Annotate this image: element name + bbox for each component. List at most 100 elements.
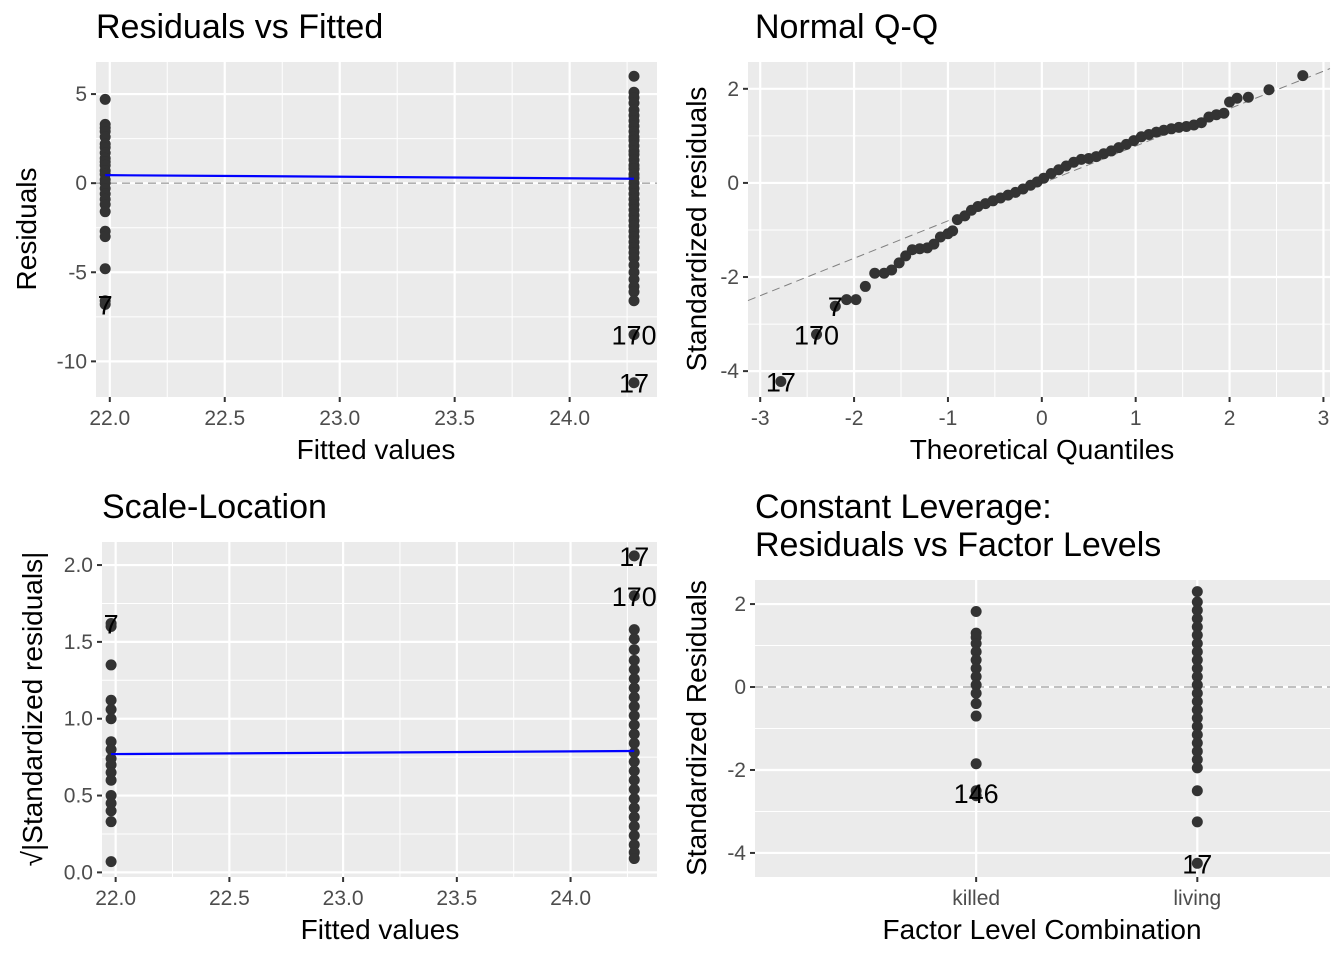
data-point <box>1191 679 1203 691</box>
data-point <box>1191 586 1203 598</box>
data-point <box>1263 84 1275 96</box>
data-point <box>628 286 640 298</box>
data-point <box>1191 646 1203 658</box>
data-point <box>1191 621 1203 633</box>
data-point <box>829 300 841 312</box>
smooth-line <box>111 749 635 756</box>
data-point <box>1191 662 1203 674</box>
data-point <box>628 550 640 562</box>
y-tick-label: 0.5 <box>64 785 93 808</box>
data-point <box>886 264 898 276</box>
data-point <box>105 767 117 779</box>
data-point <box>105 704 117 715</box>
data-point <box>99 298 111 310</box>
data-point <box>105 743 117 755</box>
data-point <box>970 687 982 699</box>
x-tick-label: 23.5 <box>436 887 477 910</box>
data-point <box>105 797 117 809</box>
data-point <box>970 654 982 666</box>
x-tick-label: 22.0 <box>89 407 130 430</box>
data-point <box>970 790 982 802</box>
point-label: 17 <box>619 542 649 572</box>
x-tick-label: 24.0 <box>549 407 590 430</box>
data-point <box>1191 729 1203 741</box>
y-tick-label: -4 <box>720 360 739 383</box>
panel2-title: Normal Q-Q <box>755 8 938 46</box>
x-tick-label: -3 <box>751 407 770 430</box>
y-tick-label: 0 <box>75 172 87 195</box>
smooth-line <box>105 174 635 180</box>
data-point <box>970 606 982 618</box>
data-point <box>841 294 853 306</box>
data-point <box>1242 91 1254 103</box>
y-tick-label: 2 <box>734 593 746 616</box>
x-tick-label: killed <box>952 887 1000 910</box>
panel4-ylabel: Standardized Residuals <box>681 580 712 876</box>
x-tick-label: 23.0 <box>319 407 360 430</box>
y-tick-label: 2 <box>727 78 739 101</box>
x-tick-label: 22.5 <box>204 407 245 430</box>
data-point <box>105 759 117 771</box>
data-point <box>628 590 640 602</box>
data-point <box>628 830 640 842</box>
data-point <box>105 694 117 706</box>
data-point <box>1191 637 1203 649</box>
data-point <box>1231 92 1243 104</box>
data-point <box>1297 70 1309 82</box>
data-point <box>893 257 905 269</box>
x-tick-label: 24.0 <box>550 887 591 910</box>
point-label: 7 <box>828 292 843 322</box>
data-point <box>1191 737 1203 749</box>
x-tick-label: 1 <box>1130 407 1142 430</box>
data-point <box>628 793 640 805</box>
data-point <box>628 70 640 82</box>
data-point <box>628 710 640 722</box>
data-point <box>628 783 640 795</box>
data-point <box>1191 704 1203 716</box>
data-point <box>628 737 640 749</box>
y-tick-label: -5 <box>68 261 87 284</box>
data-point <box>1191 857 1203 869</box>
data-point <box>105 736 117 748</box>
point-label: 7 <box>98 290 113 320</box>
data-point <box>869 267 881 279</box>
x-tick-label: 23.5 <box>434 407 475 430</box>
panel3-title: Scale-Location <box>102 488 327 526</box>
data-point <box>628 700 640 712</box>
data-point <box>628 756 640 768</box>
data-point <box>628 377 640 389</box>
data-point <box>628 747 640 759</box>
panel1-ylabel: Residuals <box>11 168 42 291</box>
data-point <box>99 206 111 218</box>
panel1-title: Residuals vs Fitted <box>96 8 383 46</box>
data-point <box>628 719 640 731</box>
data-point <box>105 713 117 725</box>
data-point <box>628 802 640 814</box>
data-point <box>628 728 640 740</box>
data-point <box>1191 712 1203 724</box>
panel4-xlabel: Factor Level Combination <box>882 914 1201 945</box>
panel-4: killed living -4 -2 0 2 146 17 <box>727 580 1330 910</box>
data-point <box>628 839 640 851</box>
data-point <box>628 644 640 656</box>
x-tick-label: 22.5 <box>209 887 250 910</box>
panel4-title-line2: Residuals vs Factor Levels <box>755 526 1161 564</box>
data-point <box>970 646 982 658</box>
data-point <box>1191 754 1203 766</box>
point-label: 146 <box>954 779 999 809</box>
data-point <box>628 654 640 666</box>
data-point <box>628 664 640 676</box>
data-point <box>105 790 117 802</box>
x-tick-label: -2 <box>845 407 864 430</box>
y-tick-label: 2.0 <box>64 554 93 577</box>
x-tick-label: 2 <box>1224 407 1236 430</box>
y-tick-label: 0 <box>727 172 739 195</box>
data-point <box>859 280 871 292</box>
data-point <box>99 231 111 243</box>
point-label: 17 <box>619 369 649 399</box>
data-point <box>850 294 862 306</box>
data-point <box>105 816 117 828</box>
data-point <box>1191 762 1203 774</box>
